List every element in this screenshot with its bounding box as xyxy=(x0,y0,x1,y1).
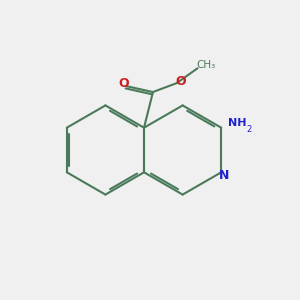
Text: NH: NH xyxy=(228,118,247,128)
Text: CH₃: CH₃ xyxy=(197,60,216,70)
Text: N: N xyxy=(219,169,230,182)
Text: 2: 2 xyxy=(246,125,251,134)
Text: O: O xyxy=(175,75,186,88)
Text: O: O xyxy=(118,76,128,90)
